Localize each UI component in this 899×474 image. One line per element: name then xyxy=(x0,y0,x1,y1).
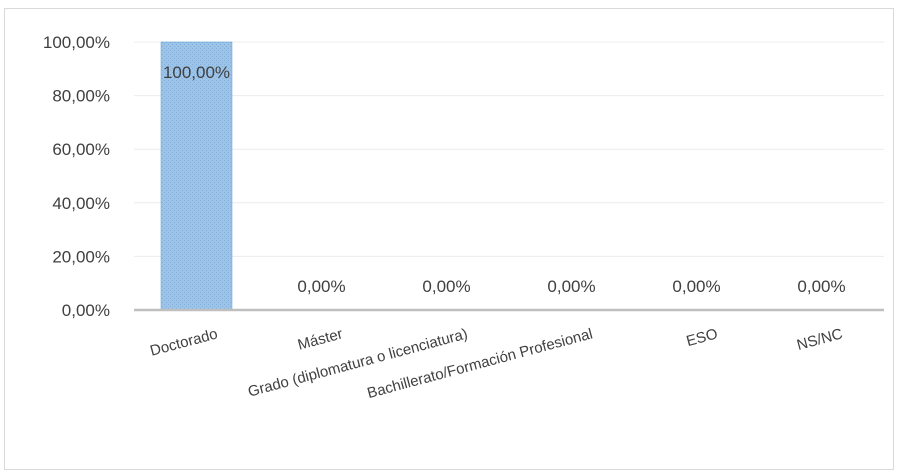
gridlines xyxy=(134,41,884,257)
chart-frame xyxy=(4,8,894,470)
category-label: Bachillerato/Formación Profesional xyxy=(365,325,594,402)
data-label: 0,00% xyxy=(547,277,595,296)
y-tick-label: 40,00% xyxy=(52,194,110,213)
category-label: ESO xyxy=(685,325,720,350)
y-tick-label: 0,00% xyxy=(62,301,110,320)
y-tick-label: 60,00% xyxy=(52,140,110,159)
category-label: Máster xyxy=(296,325,345,353)
data-label: 0,00% xyxy=(797,277,845,296)
y-tick-label: 100,00% xyxy=(43,33,110,52)
y-tick-label: 80,00% xyxy=(52,87,110,106)
bar xyxy=(160,41,233,311)
data-labels: 100,00% 0,00% 0,00% 0,00% 0,00% 0,00% xyxy=(163,63,846,296)
category-label: Doctorado xyxy=(148,325,219,359)
data-label: 0,00% xyxy=(672,277,720,296)
bars xyxy=(160,41,233,311)
category-label: Grado (diplomatura o licenciatura) xyxy=(246,325,469,400)
y-tick-label: 20,00% xyxy=(52,247,110,266)
data-label: 100,00% xyxy=(163,63,230,82)
data-label: 0,00% xyxy=(297,277,345,296)
category-label: NS/NC xyxy=(795,325,845,354)
y-axis-ticks: 0,00% 20,00% 40,00% 60,00% 80,00% 100,00% xyxy=(43,33,110,320)
data-label: 0,00% xyxy=(422,277,470,296)
